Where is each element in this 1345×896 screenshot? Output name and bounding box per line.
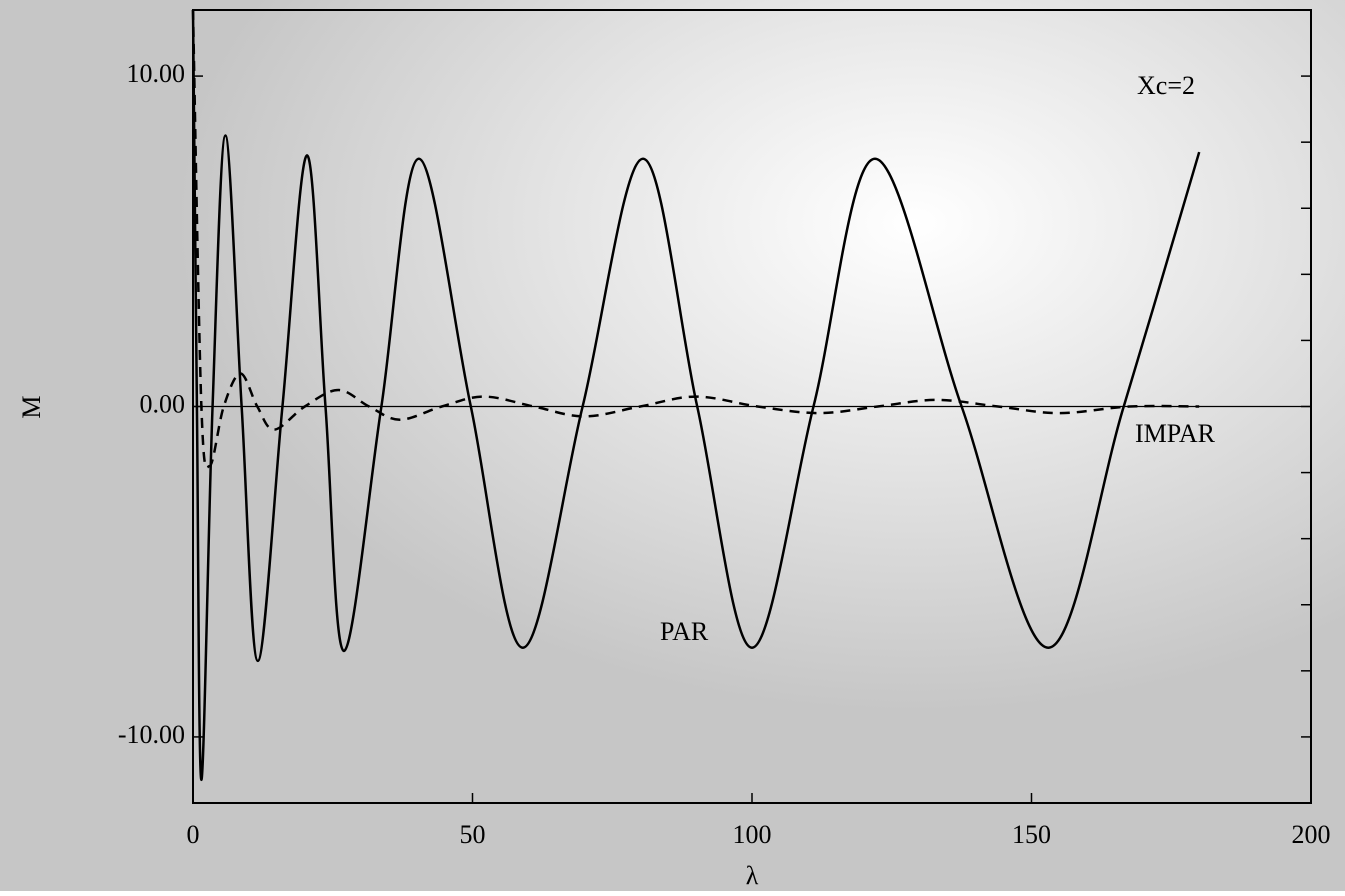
x-tick-label: 100 bbox=[733, 820, 772, 849]
x-tick-label: 200 bbox=[1292, 820, 1331, 849]
x-tick-label: 150 bbox=[1012, 820, 1051, 849]
series-line bbox=[191, 9, 1201, 782]
series-label: IMPAR bbox=[1135, 419, 1216, 448]
x-tick-label: 0 bbox=[187, 820, 200, 849]
y-tick-label: 10.00 bbox=[127, 59, 186, 88]
annotation: Xc=2 bbox=[1137, 71, 1195, 100]
y-axis-label: M bbox=[17, 395, 46, 418]
y-tick-label: 0.00 bbox=[140, 389, 186, 418]
series-line bbox=[191, 9, 1200, 469]
series-label: PAR bbox=[660, 617, 709, 646]
x-tick-label: 50 bbox=[460, 820, 486, 849]
y-tick-label: -10.00 bbox=[118, 720, 185, 749]
x-axis-label: λ bbox=[746, 861, 759, 890]
